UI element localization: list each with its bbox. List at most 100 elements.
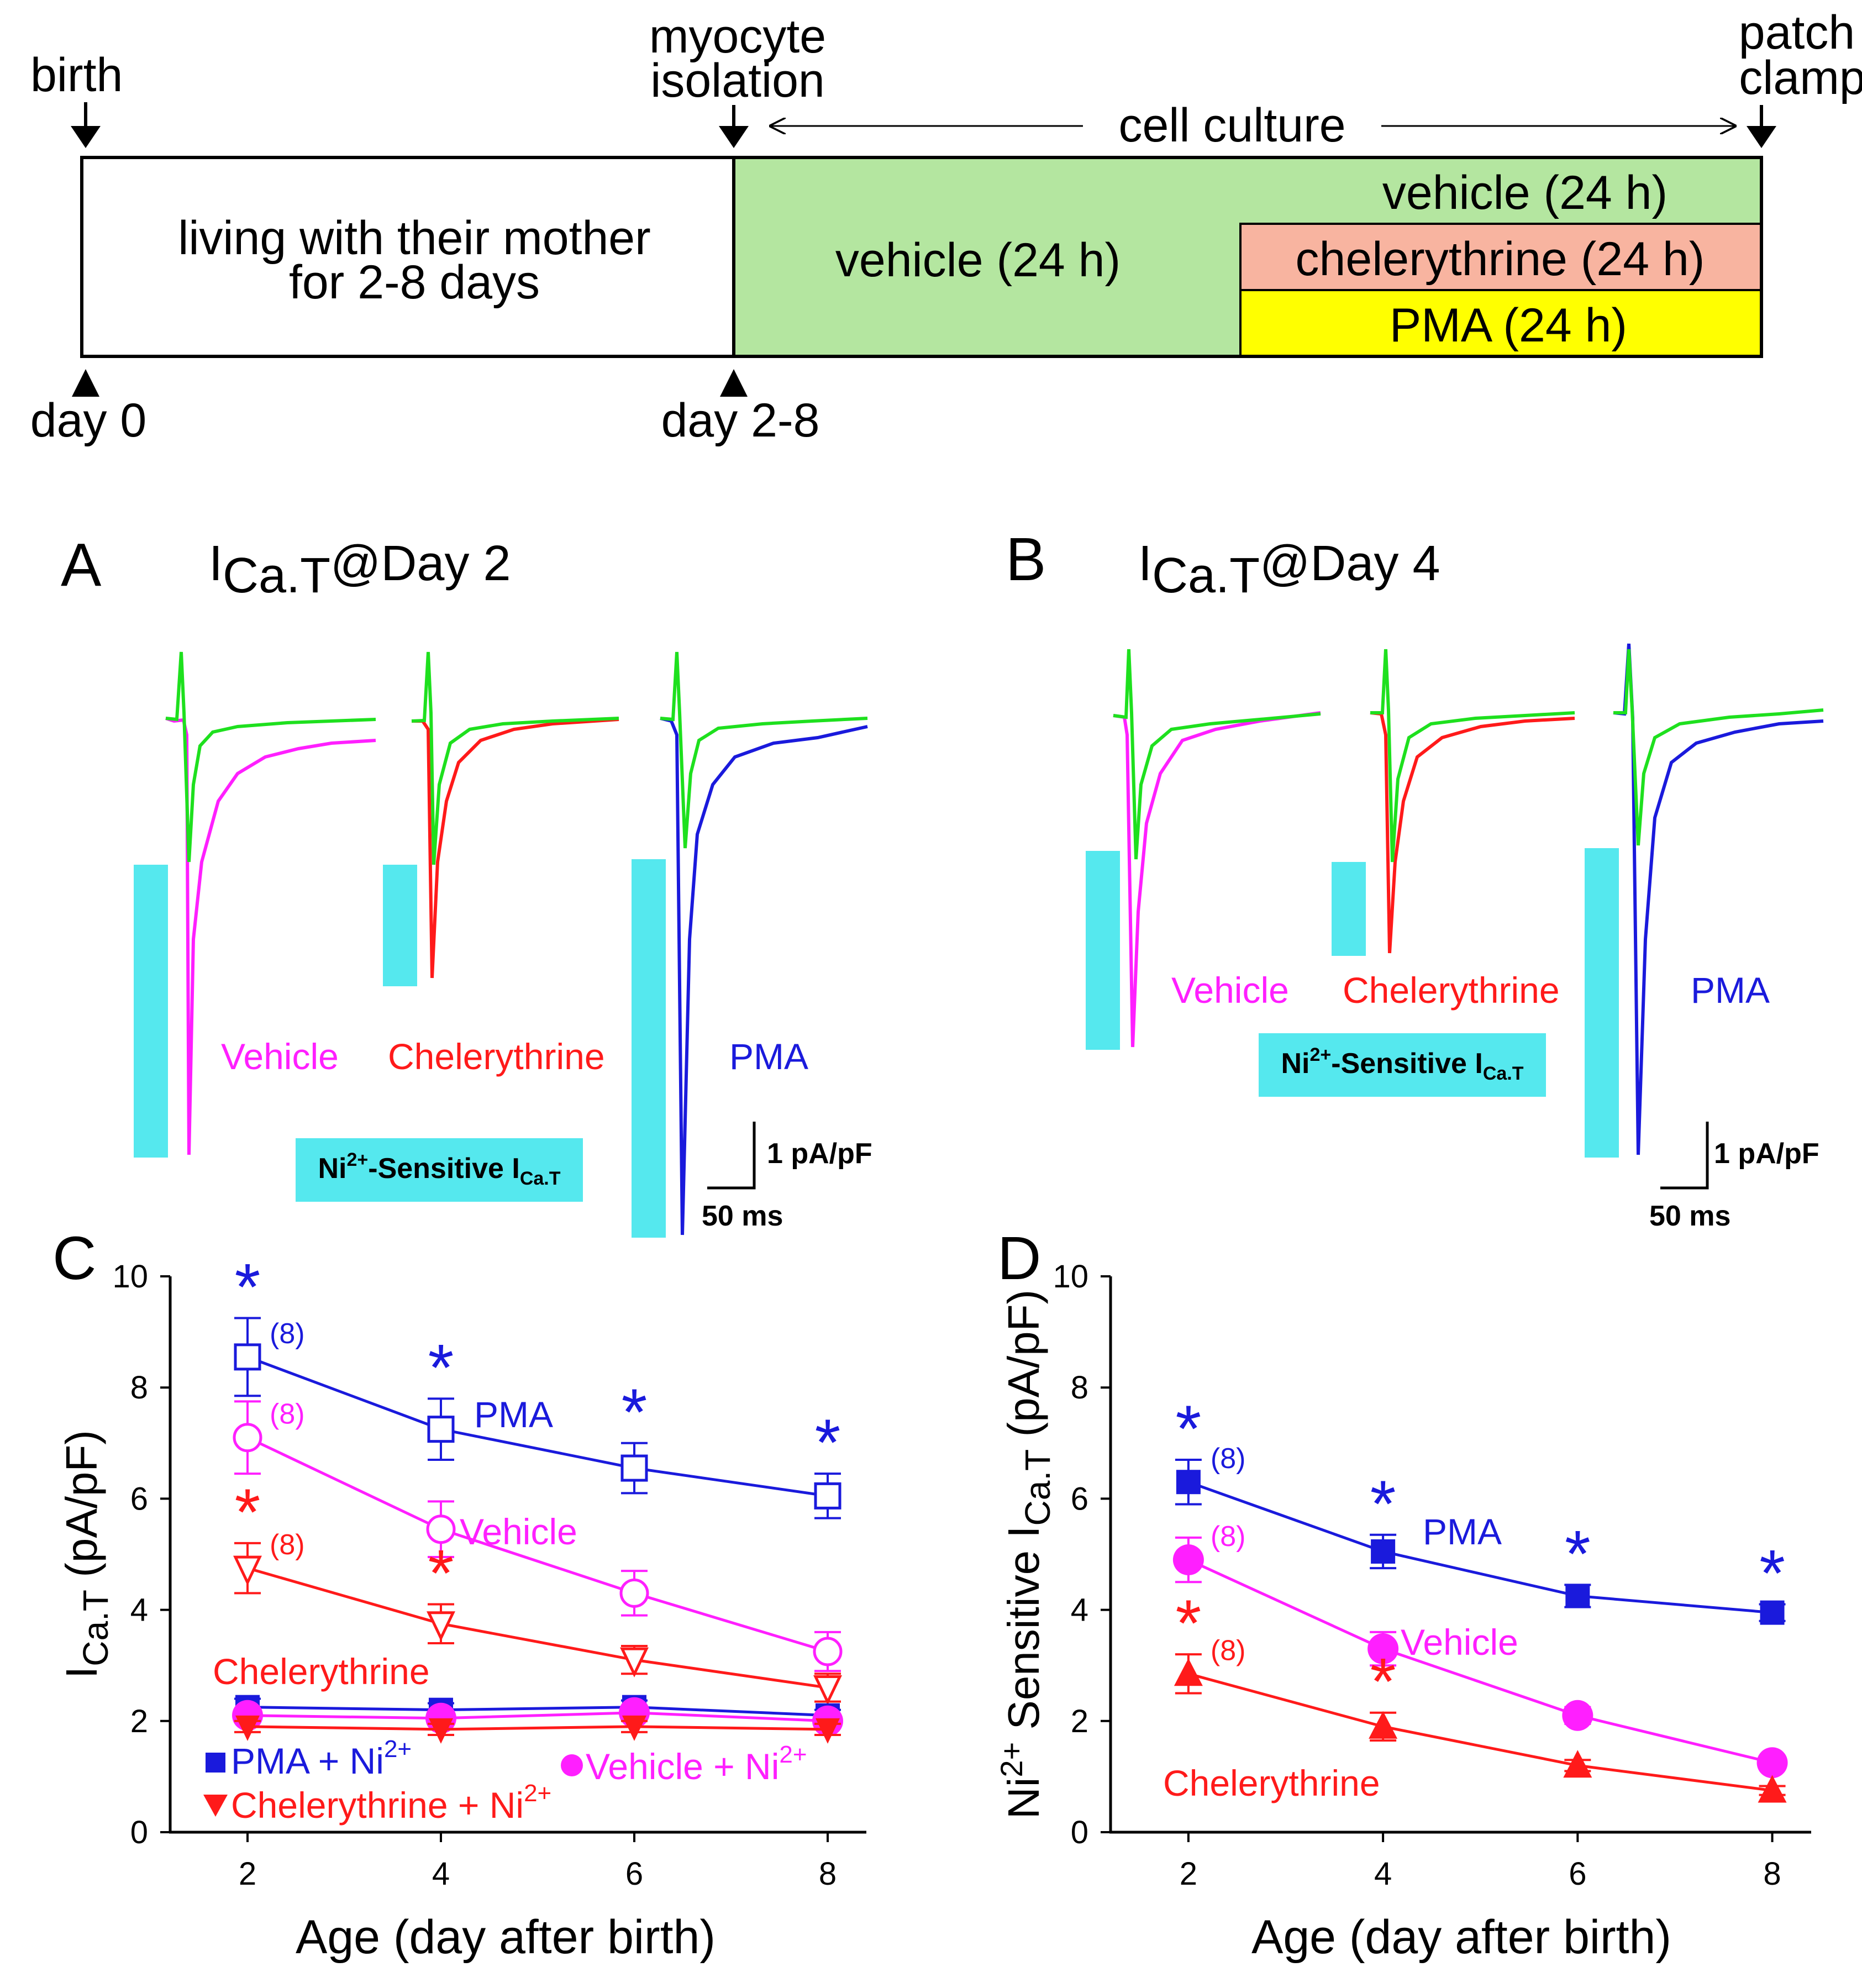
c-series-1-point-2 [619,1578,649,1608]
cyan-bar-vehicle-b [1086,851,1120,1050]
up-triangle-day28 [720,369,748,397]
panel-c-chart: C ICa.T (pA/pF) Age (day after birth) PM… [52,1224,866,1964]
down-arrow-patch-clamp [1747,105,1776,148]
panel-d-ylabel: Ni2+ Sensitive ICa.T (pA/pF) [994,1290,1058,1819]
d-series-0-significance-3: * [1759,1537,1785,1611]
d-ytick-label-8: 8 [1071,1370,1088,1406]
scale-x-a: 50 ms [702,1200,783,1232]
c-series-0-significance-3: * [815,1406,841,1480]
c-series-2-significance-1: * [428,1537,454,1611]
chelerythrine-box [1239,223,1763,291]
d-xtick-label-4: 4 [1374,1856,1392,1892]
c-series-3-line [247,1706,828,1717]
cyan-bar-pma-a [632,859,666,1238]
trace-green-b1 [1113,649,1321,860]
d-series-2-point-0 [1174,1658,1203,1686]
d-xtick-label-6: 6 [1569,1856,1586,1892]
series-label-pma-d: PMA [1423,1511,1502,1552]
series-label-pma-c: PMA [474,1394,553,1435]
ni-sensitive-label-b: Ni2+-Sensitive ICa.T [1281,1044,1523,1084]
scale-x-b: 50 ms [1649,1200,1730,1232]
d-ytick-label-6: 6 [1071,1481,1088,1517]
label-pma-a: PMA [729,1036,808,1077]
legend-chel-ni: Chelerythrine + Ni2+ [231,1780,551,1826]
d-series-0-point-1 [1371,1539,1396,1564]
c-series-0-point-0 [234,1343,261,1371]
trace-vehicle-a [165,717,376,1155]
c-series-0-significance-1: * [428,1330,454,1405]
d-ytick-label-10: 10 [1053,1259,1088,1295]
panel-b-title: ICa.T@Day 4 [1138,536,1440,603]
legend-vehicle-ni-marker [561,1754,583,1776]
panel-a-letter: A [61,531,102,599]
c-series-0-significance-0: * [235,1250,261,1324]
c-series-1-point-1 [426,1514,456,1544]
cyan-bar-pma-b [1585,848,1619,1158]
series-label-chel-c: Chelerythrine [213,1651,430,1692]
c-series-2-significance-0: * [235,1475,261,1549]
scale-y-a: 1 pA/pF [767,1138,872,1170]
d-series-0-significance-1: * [1370,1467,1396,1541]
trace-green-b2 [1370,649,1575,862]
c-series-0-n-label: (8) [270,1318,305,1350]
d-series-0-n-label: (8) [1211,1443,1246,1475]
d-series-0-point-3 [1760,1600,1785,1625]
c-series-0-point-2 [620,1454,648,1482]
trace-green-a3 [660,651,868,849]
d-series-1-point-0 [1172,1544,1204,1576]
isolation-label: isolation [650,54,825,107]
c-series-2-point-3 [813,1675,842,1706]
series-label-vehicle-c: Vehicle [460,1511,577,1552]
living-box [80,156,735,358]
series-label-vehicle-d: Vehicle [1401,1622,1518,1663]
d-series-2-significance-0: * [1176,1586,1202,1660]
d-ytick-label-4: 4 [1071,1592,1088,1628]
d-series-2-n-label: (8) [1211,1634,1246,1666]
c-series-5-point-2 [622,1715,646,1741]
clamp-label: clamp [1739,51,1862,104]
d-series-2-significance-1: * [1370,1645,1396,1719]
c-series-2-line [247,1566,828,1689]
d-series-2-point-3 [1758,1775,1787,1803]
panel-b-letter: B [1006,525,1046,593]
c-series-1-line [246,1436,828,1653]
c-series-2-n-label: (8) [270,1529,305,1561]
trace-green-a1 [165,651,376,862]
d-series-1-point-2 [1562,1700,1593,1731]
down-arrow-isolation [719,105,749,148]
label-vehicle-a: Vehicle [221,1036,339,1077]
panel-a: A ICa.T@Day 2 Vehicle Chelerythrine PMA … [61,531,872,1238]
c-xtick-label-2: 2 [239,1856,256,1892]
c-series-5-point-0 [235,1715,260,1741]
up-triangle-day0 [72,369,99,397]
panel-b: B ICa.T@Day 4 Vehicle Chelerythrine PMA … [1006,525,1824,1232]
panel-c-ylabel: ICa.T (pA/pF) [57,1430,115,1679]
d-series-1-line [1187,1558,1773,1764]
c-ytick-label-4: 4 [130,1592,148,1628]
day28-label: day 2-8 [661,394,820,447]
down-arrow-birth [71,102,101,148]
cell-culture-label: cell culture [1118,99,1345,152]
patch-label: patch [1739,6,1855,59]
c-xtick-label-6: 6 [625,1856,643,1892]
d-xtick-label-2: 2 [1180,1856,1197,1892]
panel-c-letter: C [52,1224,96,1292]
ni-sensitive-box-a [296,1138,583,1202]
d-ytick-label-2: 2 [1071,1703,1088,1739]
c-series-5-point-1 [429,1718,453,1744]
c-series-5-point-3 [816,1718,840,1744]
d-series-0-line [1188,1480,1772,1614]
series-label-chel-d: Chelerythrine [1163,1763,1380,1803]
panel-a-title: ICa.T@Day 2 [209,536,511,603]
cyan-bar-chel-a [383,865,417,986]
pma-label: PMA (24 h) [1390,299,1627,352]
d-series-0-point-2 [1565,1584,1590,1608]
vehicle-top-label: vehicle (24 h) [1382,166,1668,219]
cyan-bar-chel-b [1332,862,1366,956]
c-series-1-point-0 [233,1423,262,1453]
label-chel-b: Chelerythrine [1343,970,1560,1011]
panel-d-chart: D Ni2+ Sensitive ICa.T (pA/pF) Age (day … [994,1224,1811,1964]
label-chel-a: Chelerythrine [388,1036,605,1077]
trace-green-b3 [1613,649,1824,846]
c-series-5-line [247,1725,828,1731]
